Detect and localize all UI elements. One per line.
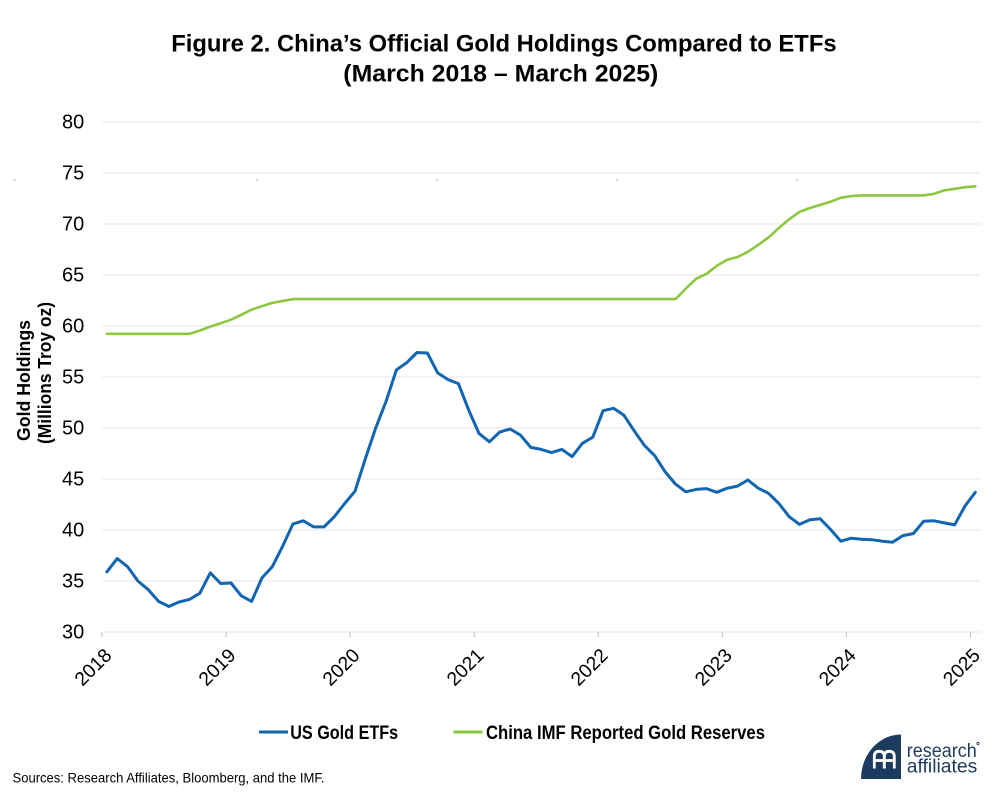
svg-text:30: 30 — [62, 621, 84, 643]
svg-text:60: 60 — [62, 315, 84, 337]
svg-text:65: 65 — [62, 264, 84, 286]
svg-text:US Gold ETFs: US Gold ETFs — [290, 723, 398, 744]
svg-text:45: 45 — [62, 468, 84, 490]
svg-text:affiliates: affiliates — [907, 757, 978, 778]
svg-text:China IMF Reported Gold Reserv: China IMF Reported Gold Reserves — [486, 723, 765, 744]
svg-text:70: 70 — [62, 213, 84, 235]
svg-text:35: 35 — [62, 570, 84, 592]
svg-text:Sources: Research Affiliates,: Sources: Research Affiliates, Bloomberg,… — [13, 770, 325, 786]
svg-text:80: 80 — [62, 111, 84, 133]
svg-text:research: research — [907, 741, 977, 762]
svg-text:(Millions Troy oz): (Millions Troy oz) — [35, 302, 55, 444]
svg-text:50: 50 — [62, 417, 84, 439]
svg-text:(March 2018 – March 2025): (March 2018 – March 2025) — [343, 61, 658, 88]
svg-text:Figure 2. China’s Official Gol: Figure 2. China’s Official Gold Holdings… — [171, 31, 836, 58]
svg-text:Gold Holdings: Gold Holdings — [14, 320, 34, 441]
svg-text:40: 40 — [62, 519, 84, 541]
svg-text:75: 75 — [62, 162, 84, 184]
svg-text:55: 55 — [62, 366, 84, 388]
